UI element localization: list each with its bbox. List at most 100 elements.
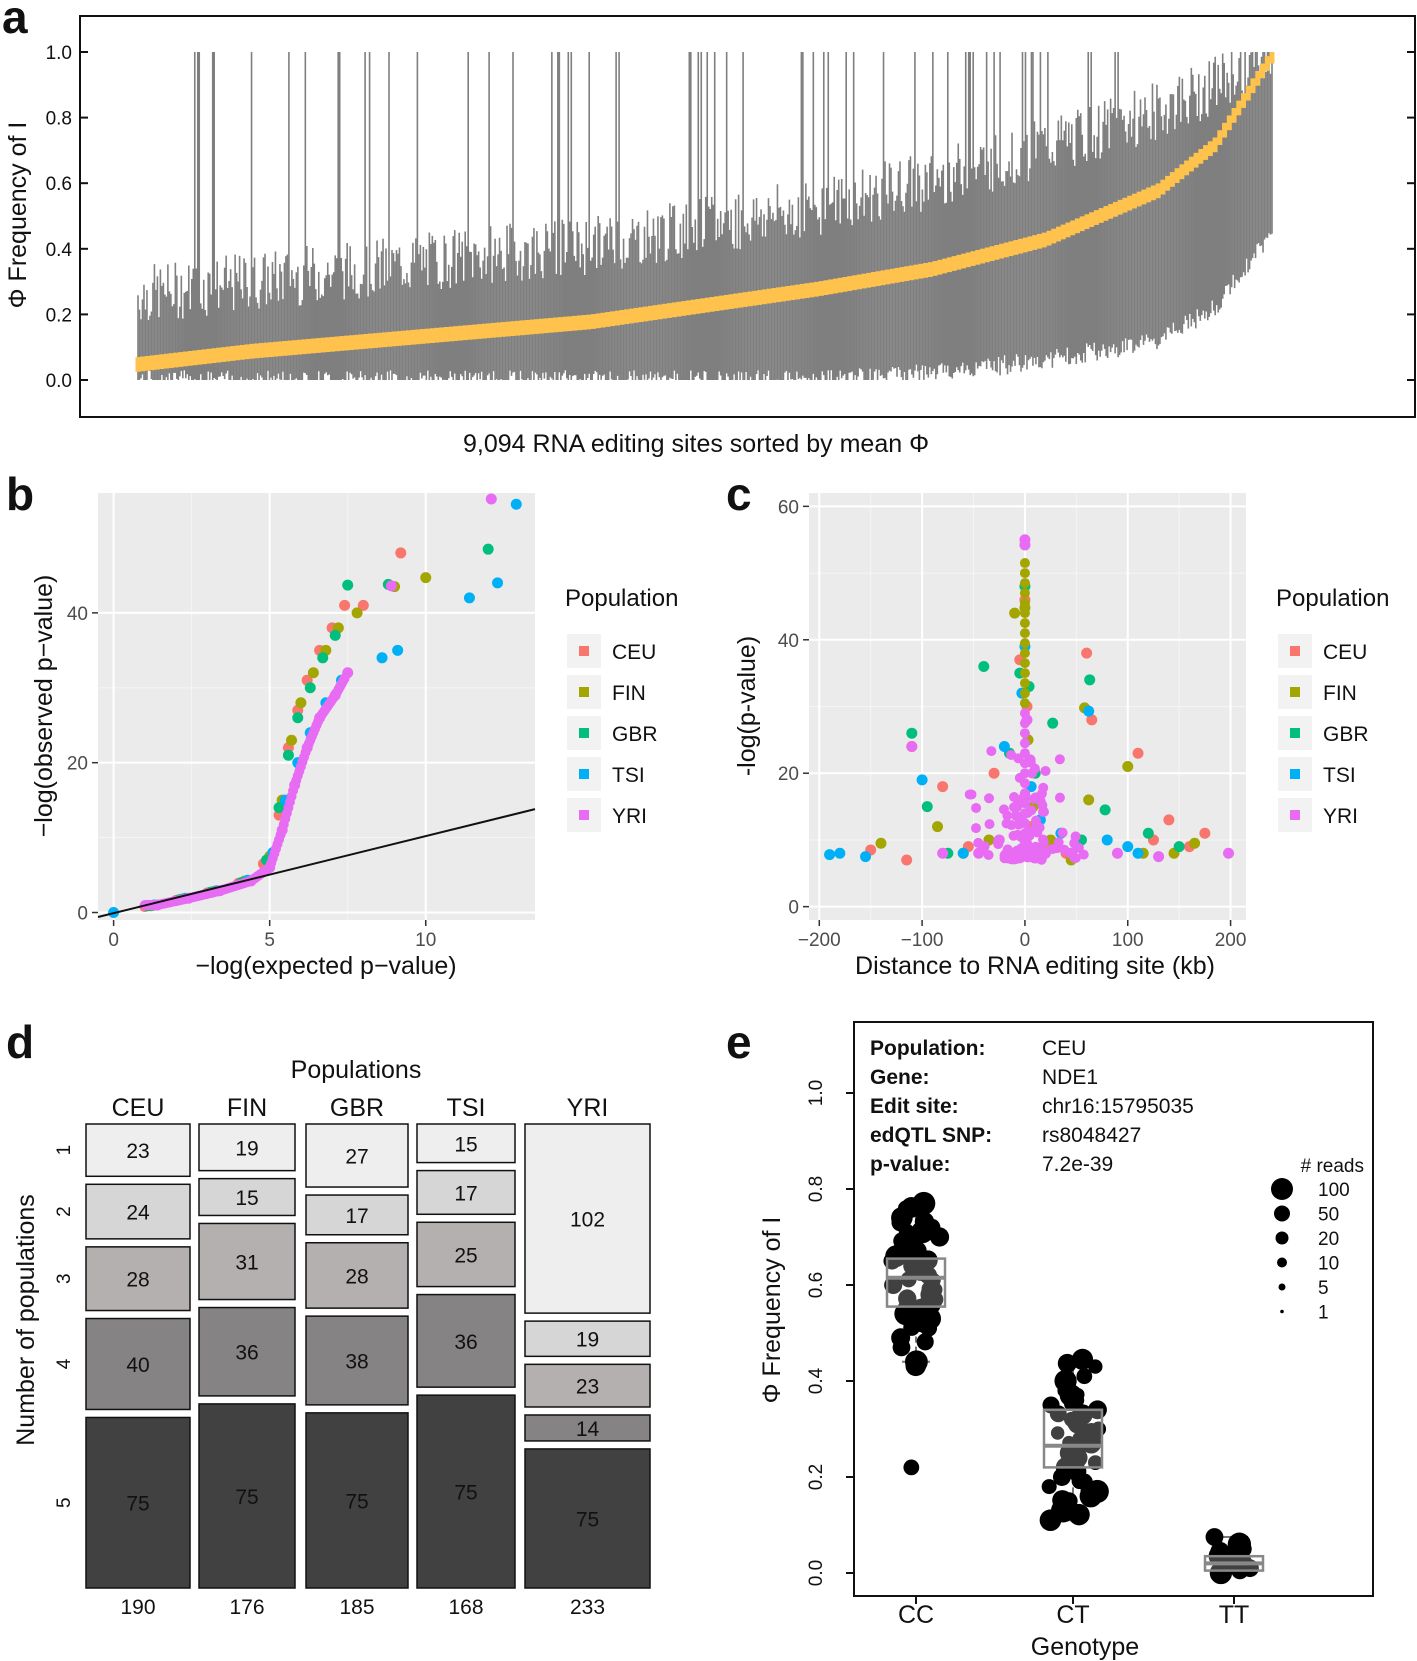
legend-swatch-yri [579,810,589,820]
mosaic-cell-value: 40 [126,1354,149,1377]
x-tick-label: CT [1056,1601,1089,1629]
point-yri-dense [984,793,995,804]
point-gbr [1047,717,1059,729]
mosaic-cell [416,1221,516,1288]
data-point-ct [1079,1484,1103,1508]
size-legend-label: 10 [1318,1254,1339,1275]
panel-a-axis: 0.0 0.2 0.4 0.6 0.8 1.0 [46,43,1415,392]
data-point-cc [929,1227,950,1247]
mosaic-cell [524,1448,651,1589]
y-tick-label: 0.8 [46,109,72,130]
point-center-stack [1019,558,1030,569]
mosaic-cell-value: 75 [454,1482,477,1505]
point-ceu [1163,814,1175,826]
data-point-cc [884,1275,903,1295]
x-tick-label: CC [898,1601,934,1629]
mosaic-cell-value: 19 [576,1329,599,1352]
data-point-cc [920,1319,938,1337]
point-center-stack [1019,798,1030,809]
point-gbr [906,727,918,739]
point-yri-dense [984,819,995,830]
point-yri-dense [999,850,1010,861]
point-yri [1153,851,1165,863]
point-tsi [916,774,928,786]
point-yri-dense [973,837,984,848]
y-tick-label: 60 [778,497,799,518]
x-tick-label: TT [1219,1601,1250,1629]
point-center-stack [1019,838,1030,849]
x-tick-label: 5 [264,930,275,951]
y-tick-label: 0.6 [46,174,72,195]
y-tick-label: 40 [67,604,88,625]
size-legend-dot [1280,1309,1284,1314]
legend-swatch-ceu [579,646,589,656]
info-value: CEU [1042,1037,1086,1060]
point-yri-dense [1078,849,1089,860]
point-ceu [988,767,1000,779]
point-yri-dense [1040,765,1051,776]
point-center-stack [1019,788,1030,799]
point-center-stack [1019,608,1030,619]
panel-e-size-legend: # reads 100 50 20 10 5 1 [1271,1156,1364,1324]
point-center-stack [1019,588,1030,599]
point-tsi [824,849,836,861]
mosaic-cell-value: 23 [576,1376,599,1399]
data-point-ct [1052,1468,1071,1486]
data-point-cc [916,1333,934,1351]
point-gbr [329,629,341,641]
panel-c-chart: −200 −100 0 100 200 0 20 40 60 Distance to RNA e… [733,493,1389,980]
panel-b-background [98,493,535,920]
mosaic-cell-value: 75 [345,1490,368,1513]
mosaic-cell [198,1306,296,1397]
mosaic-cell [85,1246,191,1312]
mosaic-cell [524,1363,651,1408]
point-center-stack [1019,708,1030,719]
column-total: 176 [229,1596,264,1619]
point-ceu [1199,827,1211,839]
point-tsi [1101,834,1113,846]
size-legend-label: 50 [1318,1205,1339,1226]
point-yri-dense [1036,788,1047,799]
point-center-stack [1019,658,1030,669]
mosaic-cell-value: 23 [126,1140,149,1163]
point-gbr [482,543,494,555]
mosaic-cell [305,1123,409,1188]
panel-e-ylabel: Φ Frequency of I [758,1217,786,1404]
data-point-ct [1071,1348,1094,1370]
point-tsi [860,851,872,863]
legend-label-fin: FIN [1323,682,1357,705]
legend-label-fin: FIN [612,682,646,705]
data-point-ct [1076,1368,1093,1385]
legend-label-yri: YRI [1323,805,1358,828]
point-gbr [978,660,990,672]
x-tick-label: 200 [1215,930,1247,951]
panel-a-ylabel: Φ Frequency of I [4,122,32,309]
legend-swatch-gbr [579,728,589,738]
legend-swatch-fin [579,687,589,697]
mosaic-cell-value: 27 [345,1146,368,1169]
point-yri-dense [971,802,982,813]
row-label: 2 [54,1206,75,1217]
point-center-stack [1019,738,1030,749]
mosaic-cell [85,1416,191,1589]
column-total: 233 [570,1596,605,1619]
panel-d-chart: Populations Number of populations 12345 … [12,1056,651,1619]
mosaic-cell [198,1123,296,1172]
y-tick-label: 1.0 [806,1080,827,1106]
point-gbr [921,801,933,813]
panel-a-chart: 0.0 0.2 0.4 0.6 0.8 1.0 Φ Frequency of I 9,09… [4,15,1416,458]
point-yri-dense [970,823,981,834]
mosaic-cell-value: 19 [235,1137,258,1160]
size-legend-label: 1 [1318,1303,1329,1324]
mosaic-cell-value: 28 [345,1265,368,1288]
mosaic-cell [85,1183,191,1240]
point-yri-dense [1070,852,1081,863]
panel-b-grid [98,493,535,920]
point-ceu [339,599,351,611]
point-center-stack [1019,728,1030,739]
legend-label-tsi: TSI [612,764,645,787]
point-gbr [1084,674,1096,686]
point-yri-dense [1059,844,1070,855]
info-key: Edit site: [870,1095,959,1118]
point-tsi [834,847,846,859]
